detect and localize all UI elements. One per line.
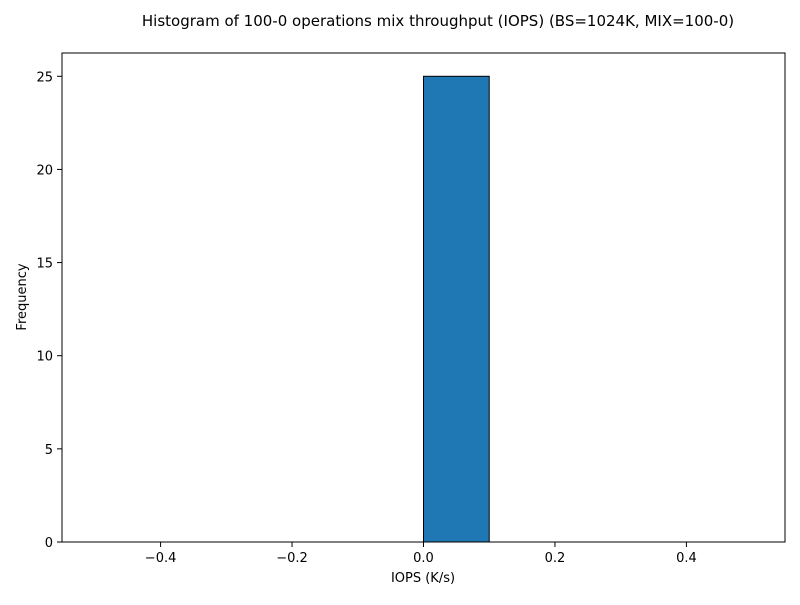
- y-tick-label: 15: [36, 257, 53, 272]
- chart-title: Histogram of 100-0 operations mix throug…: [142, 12, 734, 30]
- y-tick-label: 0: [45, 536, 53, 551]
- y-tick-label: 5: [45, 443, 53, 458]
- x-tick-label: 0.2: [545, 551, 566, 566]
- x-tick-label: 0.4: [676, 551, 697, 566]
- x-ticks-layer: −0.4 −0.2 0.0 0.2 0.4: [145, 542, 697, 566]
- y-tick-label: 20: [36, 163, 53, 178]
- y-axis-label: Frequency: [15, 263, 30, 330]
- histogram-bar-5: [423, 75, 490, 543]
- x-tick-label: 0.0: [413, 551, 434, 566]
- x-axis-label: IOPS (K/s): [391, 571, 455, 586]
- x-tick-label: −0.2: [276, 551, 308, 566]
- plot-area-frame: [61, 52, 786, 543]
- y-ticks-layer: 0 5 10 15 20 25: [36, 70, 62, 551]
- bars-layer: [423, 75, 490, 543]
- y-tick-label: 10: [36, 350, 53, 365]
- x-tick-label: −0.4: [145, 551, 177, 566]
- y-tick-label: 25: [36, 70, 53, 85]
